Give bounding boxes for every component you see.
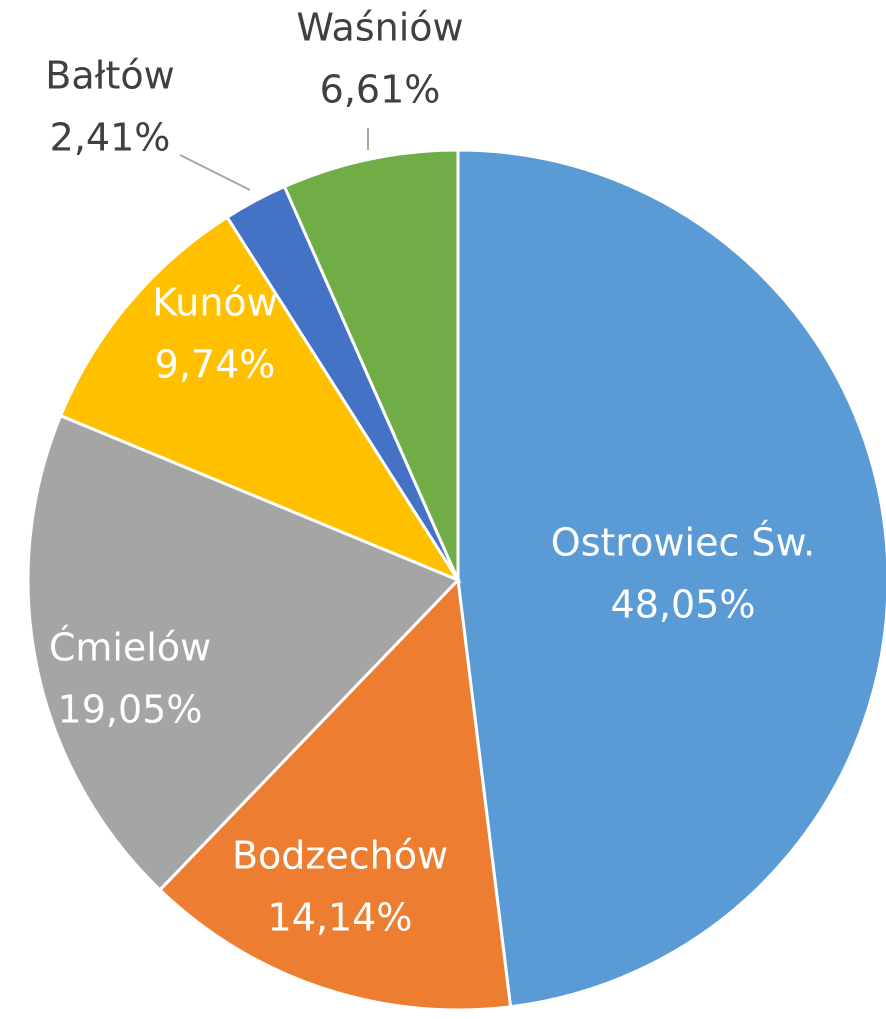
slice-value: 6,61% [320, 68, 441, 112]
slice-value: 48,05% [611, 583, 756, 627]
pie-slice [282, 148, 460, 581]
slice-name: Ćmielów [49, 626, 211, 670]
slice-name: Kunów [152, 281, 278, 325]
pie-slice [58, 215, 462, 584]
slice-value: 2,41% [50, 116, 171, 160]
slice-value: 14,14% [268, 896, 413, 940]
pie-slice [157, 576, 513, 1012]
slice-name: Ostrowiec Św. [551, 521, 815, 565]
slice-value: 19,05% [58, 688, 203, 732]
slice-name: Bodzechów [232, 834, 448, 878]
slice-value: 9,74% [155, 343, 276, 387]
slice-name: Bałtów [45, 54, 174, 98]
slice-name: Waśniów [296, 6, 463, 50]
pie-slice [26, 413, 461, 893]
pie-slice [456, 148, 886, 1009]
leader-line [179, 154, 251, 191]
